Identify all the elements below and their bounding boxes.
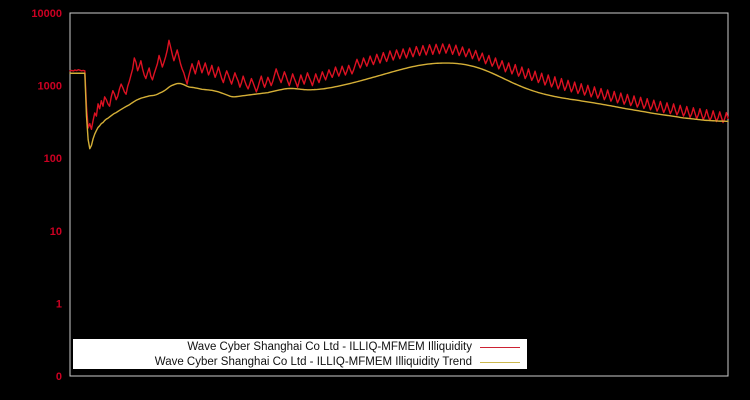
y-tick-label: 100 [44,153,62,165]
y-tick-label: 1000 [38,81,62,93]
series-lines [69,39,729,150]
legend-label-illiquidity: Wave Cyber Shanghai Co Ltd - ILLIQ-MFMEM… [187,341,472,353]
y-tick-label: 10 [50,226,62,238]
plot-area-frame [69,12,729,377]
legend-entry-illiquidity-trend: Wave Cyber Shanghai Co Ltd - ILLIQ-MFMEM… [74,355,526,370]
series-illiquidity [69,39,729,131]
series-illiquidity-trend [69,62,729,150]
legend-swatch-illiquidity [480,347,520,348]
legend-entry-illiquidity: Wave Cyber Shanghai Co Ltd - ILLIQ-MFMEM… [74,340,526,355]
y-tick-label: 10000 [31,8,62,20]
legend-label-illiquidity-trend: Wave Cyber Shanghai Co Ltd - ILLIQ-MFMEM… [154,356,472,368]
chart-legend: Wave Cyber Shanghai Co Ltd - ILLIQ-MFMEM… [73,339,527,369]
y-tick-label: 1 [56,298,62,310]
y-tick-label: 0 [56,371,62,383]
legend-swatch-illiquidity-trend [480,362,520,363]
